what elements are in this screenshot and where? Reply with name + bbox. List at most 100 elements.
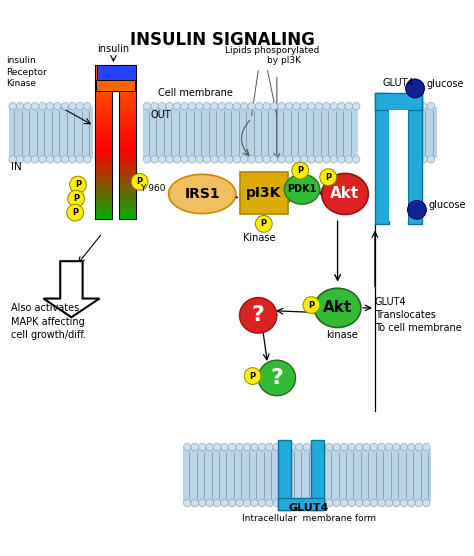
Circle shape (183, 443, 191, 451)
Bar (95, 83, 111, 86)
Bar (95, 109, 111, 111)
Circle shape (258, 499, 265, 507)
Bar (119, 203, 136, 206)
Circle shape (356, 443, 363, 451)
Bar (95, 198, 111, 201)
Circle shape (288, 499, 296, 507)
Bar (119, 176, 136, 178)
Circle shape (9, 102, 16, 110)
Circle shape (408, 201, 426, 219)
Circle shape (303, 443, 310, 451)
Circle shape (356, 499, 363, 507)
Bar (119, 96, 136, 98)
Text: PDK1: PDK1 (287, 184, 317, 194)
Circle shape (166, 156, 173, 163)
Text: P: P (137, 177, 143, 186)
Bar (119, 160, 136, 163)
Bar (95, 111, 111, 114)
Bar (143, 107, 358, 158)
Circle shape (258, 443, 265, 451)
Bar (375, 93, 389, 224)
Circle shape (348, 443, 356, 451)
Circle shape (263, 102, 270, 110)
Circle shape (226, 156, 233, 163)
Circle shape (370, 443, 378, 451)
Circle shape (228, 499, 236, 507)
Circle shape (303, 499, 310, 507)
Circle shape (54, 156, 61, 163)
Bar (119, 78, 136, 81)
Text: Kinase: Kinase (243, 232, 275, 242)
Bar (119, 65, 136, 68)
Text: GLUT4: GLUT4 (383, 78, 414, 88)
Bar (278, 498, 325, 510)
Circle shape (337, 156, 345, 163)
Circle shape (131, 173, 148, 190)
Circle shape (293, 102, 300, 110)
Circle shape (76, 156, 83, 163)
Circle shape (24, 156, 31, 163)
Bar (119, 127, 136, 130)
Text: Akt: Akt (323, 300, 352, 315)
Text: insulin
Receptor
Kinase: insulin Receptor Kinase (6, 56, 47, 88)
Bar (119, 114, 136, 116)
Bar (119, 214, 136, 217)
Circle shape (69, 102, 76, 110)
Circle shape (255, 156, 263, 163)
Bar (408, 93, 421, 224)
Bar (96, 80, 135, 91)
Circle shape (9, 156, 16, 163)
Circle shape (348, 499, 356, 507)
Circle shape (173, 156, 181, 163)
Bar (95, 88, 111, 91)
Bar (119, 181, 136, 183)
Circle shape (308, 102, 315, 110)
Bar (95, 96, 111, 98)
Circle shape (300, 156, 308, 163)
Text: IN: IN (11, 162, 21, 172)
Bar (95, 147, 111, 150)
Text: Cell membrane: Cell membrane (158, 88, 233, 98)
Circle shape (330, 156, 337, 163)
Circle shape (69, 156, 76, 163)
Text: GLUT4: GLUT4 (289, 503, 329, 513)
Bar (95, 163, 111, 165)
Bar (95, 127, 111, 130)
Bar (119, 188, 136, 191)
Circle shape (323, 156, 330, 163)
Circle shape (363, 499, 370, 507)
Text: Intracellular  membrane form: Intracellular membrane form (242, 514, 375, 523)
Circle shape (151, 102, 158, 110)
Text: IRS1: IRS1 (184, 187, 220, 201)
Text: Lipids phosporylated
        by pI3K: Lipids phosporylated by pI3K (225, 46, 319, 65)
Circle shape (206, 499, 213, 507)
Circle shape (278, 102, 285, 110)
Circle shape (385, 443, 392, 451)
Circle shape (39, 156, 46, 163)
Circle shape (300, 102, 308, 110)
Circle shape (281, 499, 288, 507)
Bar (119, 198, 136, 201)
Bar (119, 70, 136, 73)
Bar (119, 201, 136, 203)
Bar (95, 68, 111, 70)
Circle shape (273, 443, 281, 451)
Bar (119, 170, 136, 173)
Bar (119, 101, 136, 103)
Circle shape (318, 499, 326, 507)
Bar (95, 65, 111, 219)
Bar (95, 191, 111, 193)
Circle shape (333, 443, 340, 451)
Circle shape (218, 156, 226, 163)
Text: kinase: kinase (327, 330, 358, 340)
Bar (119, 122, 136, 124)
Bar (119, 111, 136, 114)
Bar (95, 98, 111, 101)
Circle shape (158, 102, 166, 110)
Bar (95, 103, 111, 106)
Circle shape (285, 102, 293, 110)
Bar (119, 137, 136, 140)
Bar (95, 178, 111, 181)
Circle shape (251, 499, 258, 507)
Circle shape (270, 102, 278, 110)
